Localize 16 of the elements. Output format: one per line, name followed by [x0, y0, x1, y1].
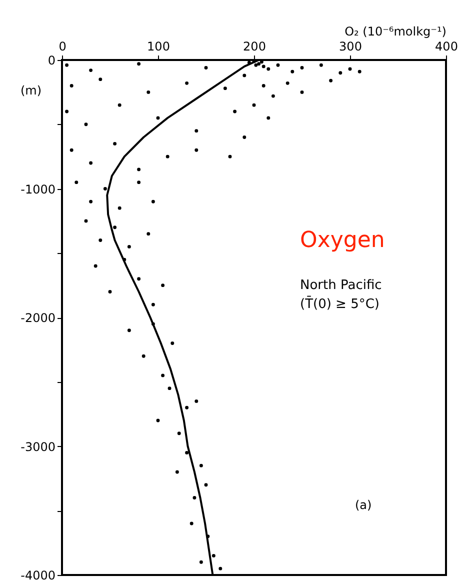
annotation: North Pacific — [300, 278, 382, 293]
y-tick-label: 0 — [48, 54, 56, 68]
x-axis-title: O₂ (10⁻⁶molkg⁻¹) — [344, 24, 446, 38]
y-tick-label: -2000 — [20, 311, 56, 325]
x-tick-label: 200 — [243, 40, 266, 54]
y-axis-title: (m) — [20, 84, 42, 98]
x-tick-label: 0 — [58, 40, 66, 54]
y-tick-label: -4000 — [20, 568, 56, 582]
x-tick-label: 100 — [147, 40, 170, 54]
x-tick-label: 400 — [435, 40, 458, 54]
x-tick-label: 300 — [339, 40, 362, 54]
y-tick-label: -1000 — [20, 182, 56, 196]
annotation: (T̄(0) ≥ 5°C) — [300, 296, 380, 312]
annotation: Oxygen — [300, 228, 385, 253]
y-tick-label: -3000 — [20, 440, 56, 454]
annotation: (a) — [355, 498, 372, 512]
